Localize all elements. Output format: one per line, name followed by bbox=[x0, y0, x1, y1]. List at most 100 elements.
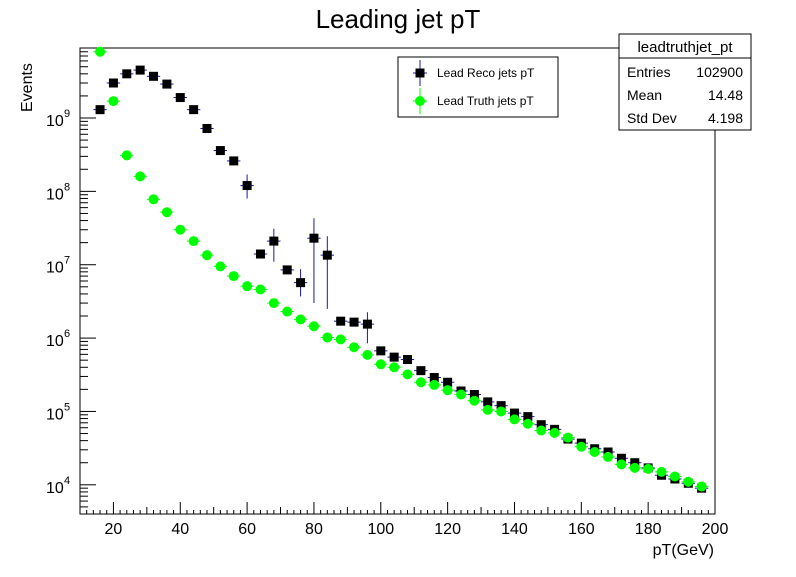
legend-label: Lead Truth jets pT bbox=[437, 94, 534, 108]
stats-box: leadtruthjet_pt Entries 102900 Mean 14.4… bbox=[618, 33, 752, 131]
data-point bbox=[362, 319, 372, 329]
chart-title: Leading jet pT bbox=[316, 4, 481, 34]
y-tick-label-exponent: 6 bbox=[64, 328, 70, 340]
data-point bbox=[335, 334, 346, 345]
stats-entries-label: Entries bbox=[627, 64, 671, 80]
data-point bbox=[228, 271, 239, 282]
data-point bbox=[669, 471, 680, 482]
y-tick-label-base: 10 bbox=[46, 260, 64, 277]
data-point bbox=[229, 156, 239, 166]
data-point bbox=[175, 93, 185, 103]
data-point bbox=[148, 194, 159, 205]
data-point bbox=[509, 414, 520, 425]
x-tick-label: 180 bbox=[635, 521, 662, 538]
stats-title: leadtruthjet_pt bbox=[637, 39, 733, 56]
data-point bbox=[322, 250, 332, 260]
data-point bbox=[161, 207, 172, 218]
data-point bbox=[309, 233, 319, 243]
data-point bbox=[483, 397, 493, 407]
data-point bbox=[308, 321, 319, 332]
data-point bbox=[549, 427, 560, 438]
data-point bbox=[630, 458, 640, 468]
data-point bbox=[403, 355, 413, 365]
data-point bbox=[349, 342, 360, 353]
data-point bbox=[282, 265, 292, 275]
data-point bbox=[362, 349, 373, 360]
data-point bbox=[469, 390, 479, 400]
data-point bbox=[416, 366, 426, 376]
data-point bbox=[121, 150, 132, 161]
data-point bbox=[415, 377, 426, 388]
data-point bbox=[589, 447, 600, 458]
legend-marker-truth bbox=[415, 96, 425, 106]
data-point bbox=[616, 453, 626, 463]
data-point bbox=[242, 281, 253, 292]
data-point bbox=[496, 401, 506, 411]
data-point bbox=[135, 65, 145, 75]
data-point bbox=[469, 395, 480, 406]
legend-label: Lead Reco jets pT bbox=[437, 66, 535, 80]
data-point bbox=[696, 481, 707, 492]
data-point bbox=[536, 420, 546, 430]
legend-box bbox=[397, 56, 559, 118]
data-point bbox=[95, 105, 105, 115]
data-point bbox=[496, 406, 507, 417]
data-point bbox=[255, 284, 266, 295]
data-point bbox=[522, 418, 533, 429]
series-layer bbox=[93, 46, 709, 493]
data-point bbox=[443, 377, 453, 387]
data-point bbox=[189, 105, 199, 115]
series-truth bbox=[93, 46, 709, 492]
data-point bbox=[375, 359, 386, 370]
data-point bbox=[376, 346, 386, 356]
y-tick-label-exponent: 9 bbox=[64, 108, 70, 120]
data-point bbox=[215, 261, 226, 272]
y-tick-label-exponent: 8 bbox=[64, 181, 70, 193]
y-axis-label: Events bbox=[19, 63, 36, 112]
data-point bbox=[683, 476, 694, 487]
x-tick-label: 140 bbox=[501, 521, 528, 538]
data-point bbox=[202, 123, 212, 133]
stats-mean-value: 14.48 bbox=[708, 87, 743, 103]
y-tick-label-base: 10 bbox=[46, 186, 64, 203]
data-point bbox=[456, 389, 466, 400]
data-point bbox=[188, 236, 199, 247]
y-tick-label-base: 10 bbox=[46, 406, 64, 423]
data-point bbox=[108, 78, 118, 88]
data-point bbox=[282, 306, 293, 317]
stats-box-frame bbox=[618, 33, 752, 131]
data-point bbox=[576, 441, 587, 452]
data-point bbox=[108, 96, 119, 107]
data-point bbox=[523, 412, 533, 422]
y-tick-label-base: 10 bbox=[46, 113, 64, 130]
legend-marker-reco bbox=[415, 68, 425, 78]
data-point bbox=[242, 181, 252, 191]
y-tick-label-base: 10 bbox=[46, 333, 64, 350]
y-tick-label-exponent: 5 bbox=[64, 401, 70, 413]
legend: Lead Reco jets pT Lead Truth jets pT bbox=[397, 56, 559, 118]
x-tick-label: 100 bbox=[367, 521, 394, 538]
y-tick-label-exponent: 4 bbox=[64, 475, 70, 487]
data-point bbox=[322, 332, 333, 343]
stats-entries-value: 102900 bbox=[696, 64, 743, 80]
data-point bbox=[629, 462, 640, 473]
data-point bbox=[215, 146, 225, 156]
x-axis: 20 40 60 80 100 120 140 160 180 200 bbox=[79, 502, 728, 538]
x-tick-label: 40 bbox=[171, 521, 189, 538]
data-point bbox=[175, 224, 186, 235]
data-point bbox=[295, 314, 306, 325]
data-point bbox=[429, 379, 440, 390]
data-point bbox=[349, 317, 359, 327]
data-point bbox=[562, 432, 573, 443]
data-point bbox=[429, 373, 439, 383]
stats-mean-label: Mean bbox=[627, 87, 662, 103]
data-point bbox=[389, 362, 400, 373]
data-point bbox=[509, 408, 519, 418]
data-point bbox=[643, 463, 654, 474]
data-point bbox=[255, 249, 265, 259]
data-point bbox=[95, 46, 106, 57]
data-point bbox=[442, 385, 453, 396]
